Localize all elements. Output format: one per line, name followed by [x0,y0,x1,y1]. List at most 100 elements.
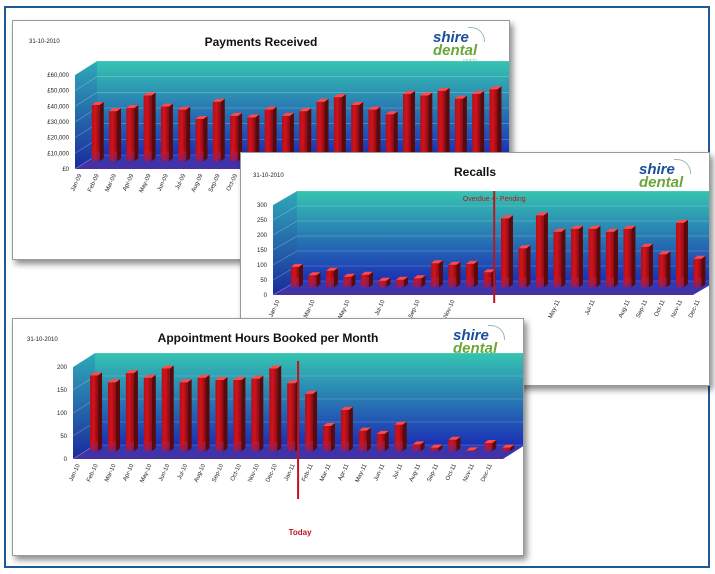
x-tick-label: Feb-11 [301,463,315,483]
gridline [72,352,523,368]
report-date: 31-10-2010 [253,173,284,179]
bar [623,225,636,288]
y-tick-label: £40,000 [47,104,69,110]
x-tick-label: Apr-11 [338,463,351,482]
x-tick-label: Sep-11 [636,299,650,319]
x-tick-label: Jul-10 [374,299,387,317]
x-tick-label: Mar-11 [319,463,333,483]
bar [233,377,246,452]
y-tick-label: 250 [257,218,268,224]
chart-title: Appointment Hours Booked per Month [157,331,379,345]
x-tick-label: Nov-11 [671,299,685,319]
bar [484,440,497,452]
x-tick-label: Sep-11 [427,463,441,483]
gridline [272,205,709,221]
bar [412,441,425,452]
bar [126,105,139,162]
bar [305,390,318,452]
x-tick-label: Sep-10 [408,299,422,320]
y-tick-label: 150 [257,248,268,254]
x-tick-label: Oct-09 [226,173,239,192]
chart-title: Payments Received [204,35,318,49]
bar [402,90,415,162]
x-tick-label: Jan-10 [268,299,281,319]
x-tick-label: Dec-11 [688,299,702,319]
x-tick-label: Feb-09 [87,173,101,193]
side-wall [73,353,95,459]
x-tick-label: Aug-11 [409,463,423,483]
y-tick-label: 0 [264,293,268,299]
x-tick-label: May-11 [548,299,562,320]
y-tick-label: £10,000 [47,151,69,157]
bar [109,108,122,162]
bar [325,267,338,288]
y-tick-label: 100 [257,263,268,269]
x-tick-label: Oct-11 [445,463,458,482]
bar [197,374,210,452]
bar [430,260,443,288]
x-tick-label: Sep-09 [208,173,222,194]
bar [420,92,433,162]
x-tick-label: Jun-10 [158,463,171,483]
x-tick-label: Oct-10 [230,463,243,482]
x-tick-label: Nov-11 [463,463,477,483]
x-tick-label: Dec-10 [265,463,279,484]
x-tick-label: Nov-10 [247,463,261,484]
x-tick-label: Mar-10 [104,463,118,483]
bar [693,255,706,288]
y-tick-label: 150 [57,388,68,394]
bar [107,379,120,452]
x-tick-label: Dec-11 [480,463,494,483]
x-tick-label: Jan-11 [284,463,297,482]
bar [413,275,426,288]
gridline [74,76,509,91]
bar [376,430,389,452]
bar [143,92,156,162]
bar [269,365,282,452]
x-tick-label: Mar-09 [105,173,119,193]
marker-label: Today [289,528,313,537]
bar [251,375,264,452]
bar [502,444,515,452]
x-tick-label: Jun-09 [157,173,170,193]
chart-title: Recalls [453,165,497,179]
bar [212,98,225,162]
bar [290,263,303,288]
x-tick-label: Aug-10 [194,463,208,484]
bar [658,251,671,288]
gridline [74,92,509,107]
bar [605,228,618,288]
bar [195,116,208,162]
appointment-hours-chart: 0 50 100 150 200 Jan-10 Feb-10 Mar-10 Apr-10 May-… [57,352,523,537]
bar [500,215,513,288]
x-tick-label: Oct-11 [654,299,667,318]
y-tick-label: £50,000 [47,89,69,95]
bar [489,86,502,162]
y-tick-label: 100 [57,411,68,417]
bar [378,277,391,288]
bar [394,421,407,452]
report-date: 31-10-2010 [27,337,58,343]
x-tick-label: Jul-11 [584,299,596,317]
y-tick-label: 200 [257,233,268,239]
bar [535,212,548,288]
y-tick-label: £30,000 [47,120,69,126]
gridline [74,60,509,76]
bar [553,228,566,288]
recalls-chart: 0 50 100 150 200 250 300 Jan-10 Mar-10 May-10 Jul-… [257,190,709,320]
bar [125,370,138,452]
x-tick-label: Sep-10 [211,463,225,484]
x-tick-label: Jun-11 [373,463,386,482]
y-tick-label: 300 [257,203,268,209]
report-date: 31-10-2010 [29,39,60,45]
bar [588,225,601,288]
x-tick-label: Jul-09 [175,173,188,191]
bar [640,243,653,288]
bar [322,423,335,452]
marker-label: Overdue <- Pending [463,196,526,203]
x-tick-label: Jul-10 [177,463,190,481]
bar [465,260,478,288]
bar [675,219,688,288]
x-tick-label: Jan-10 [69,463,82,483]
shire-dental-logo: shire dental health [639,159,692,194]
